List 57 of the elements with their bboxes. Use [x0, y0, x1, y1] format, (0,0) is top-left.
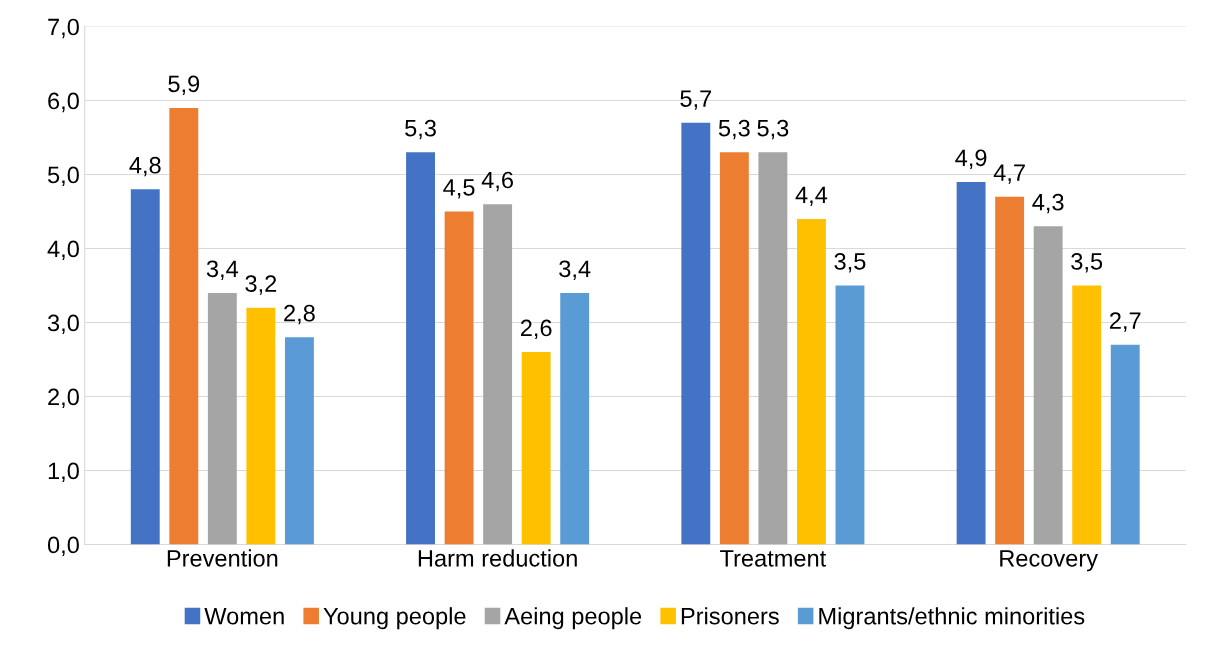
bar [1110, 344, 1140, 545]
data-label: 2,6 [520, 319, 552, 340]
data-label: 2,7 [1110, 312, 1141, 332]
bar [406, 152, 435, 545]
bar [796, 218, 826, 545]
x-tick-label: Harm reduction [418, 549, 577, 567]
data-label: 3,5 [834, 253, 866, 273]
data-label: 3,4 [559, 260, 591, 280]
bar [560, 292, 590, 545]
bar [758, 152, 788, 545]
data-label: 5,3 [718, 119, 750, 140]
bar [521, 352, 551, 545]
data-label: 3,4 [206, 260, 239, 280]
data-label: 4,8 [129, 156, 161, 177]
bar [956, 181, 986, 545]
bar [169, 107, 199, 545]
data-label: 4,7 [993, 164, 1025, 184]
bar [1033, 226, 1063, 545]
y-tick-label: 4,0 [47, 240, 79, 261]
bar [719, 152, 749, 545]
bar [130, 189, 160, 545]
x-tick-label: Treatment [720, 550, 827, 567]
y-tick-label: 3,0 [47, 314, 79, 335]
data-label: 5,3 [405, 119, 436, 140]
data-label: 3,5 [1071, 253, 1103, 273]
bar [835, 285, 865, 545]
legend-label: Young people [323, 607, 466, 630]
bar [444, 211, 474, 545]
bar [207, 292, 237, 545]
data-label: 4,3 [1032, 193, 1064, 214]
x-tick-label: Prevention [167, 549, 278, 567]
y-tick-label: 2,0 [48, 388, 79, 409]
data-label: 4,6 [481, 171, 513, 192]
bar [284, 337, 314, 545]
y-tick-label: 1,0 [48, 462, 79, 483]
y-tick-label: 6,0 [48, 92, 79, 113]
bar [995, 196, 1025, 545]
data-label: 5,9 [168, 75, 200, 95]
data-label: 3,2 [245, 275, 277, 295]
legend-label: Prisoners [681, 607, 779, 625]
data-label: 4,9 [955, 149, 987, 169]
bar [246, 307, 276, 545]
legend-label: Migrants/ethnic minorities [819, 607, 1085, 630]
legend-label: Aeing people [504, 607, 642, 630]
y-tick-label: 7,0 [48, 18, 79, 39]
data-label: 4,5 [443, 179, 475, 199]
legend-label: Women [204, 608, 284, 625]
bar [1072, 285, 1102, 545]
data-label: 4,4 [795, 186, 828, 206]
data-label: 5,7 [680, 90, 712, 110]
data-label: 5,3 [757, 119, 789, 140]
y-tick-label: 0,0 [47, 536, 79, 557]
bar [483, 204, 513, 545]
y-tick-label: 5,0 [47, 166, 79, 187]
data-label: 2,8 [284, 304, 315, 325]
bar [681, 122, 711, 545]
x-tick-label: Recovery [1000, 550, 1098, 572]
